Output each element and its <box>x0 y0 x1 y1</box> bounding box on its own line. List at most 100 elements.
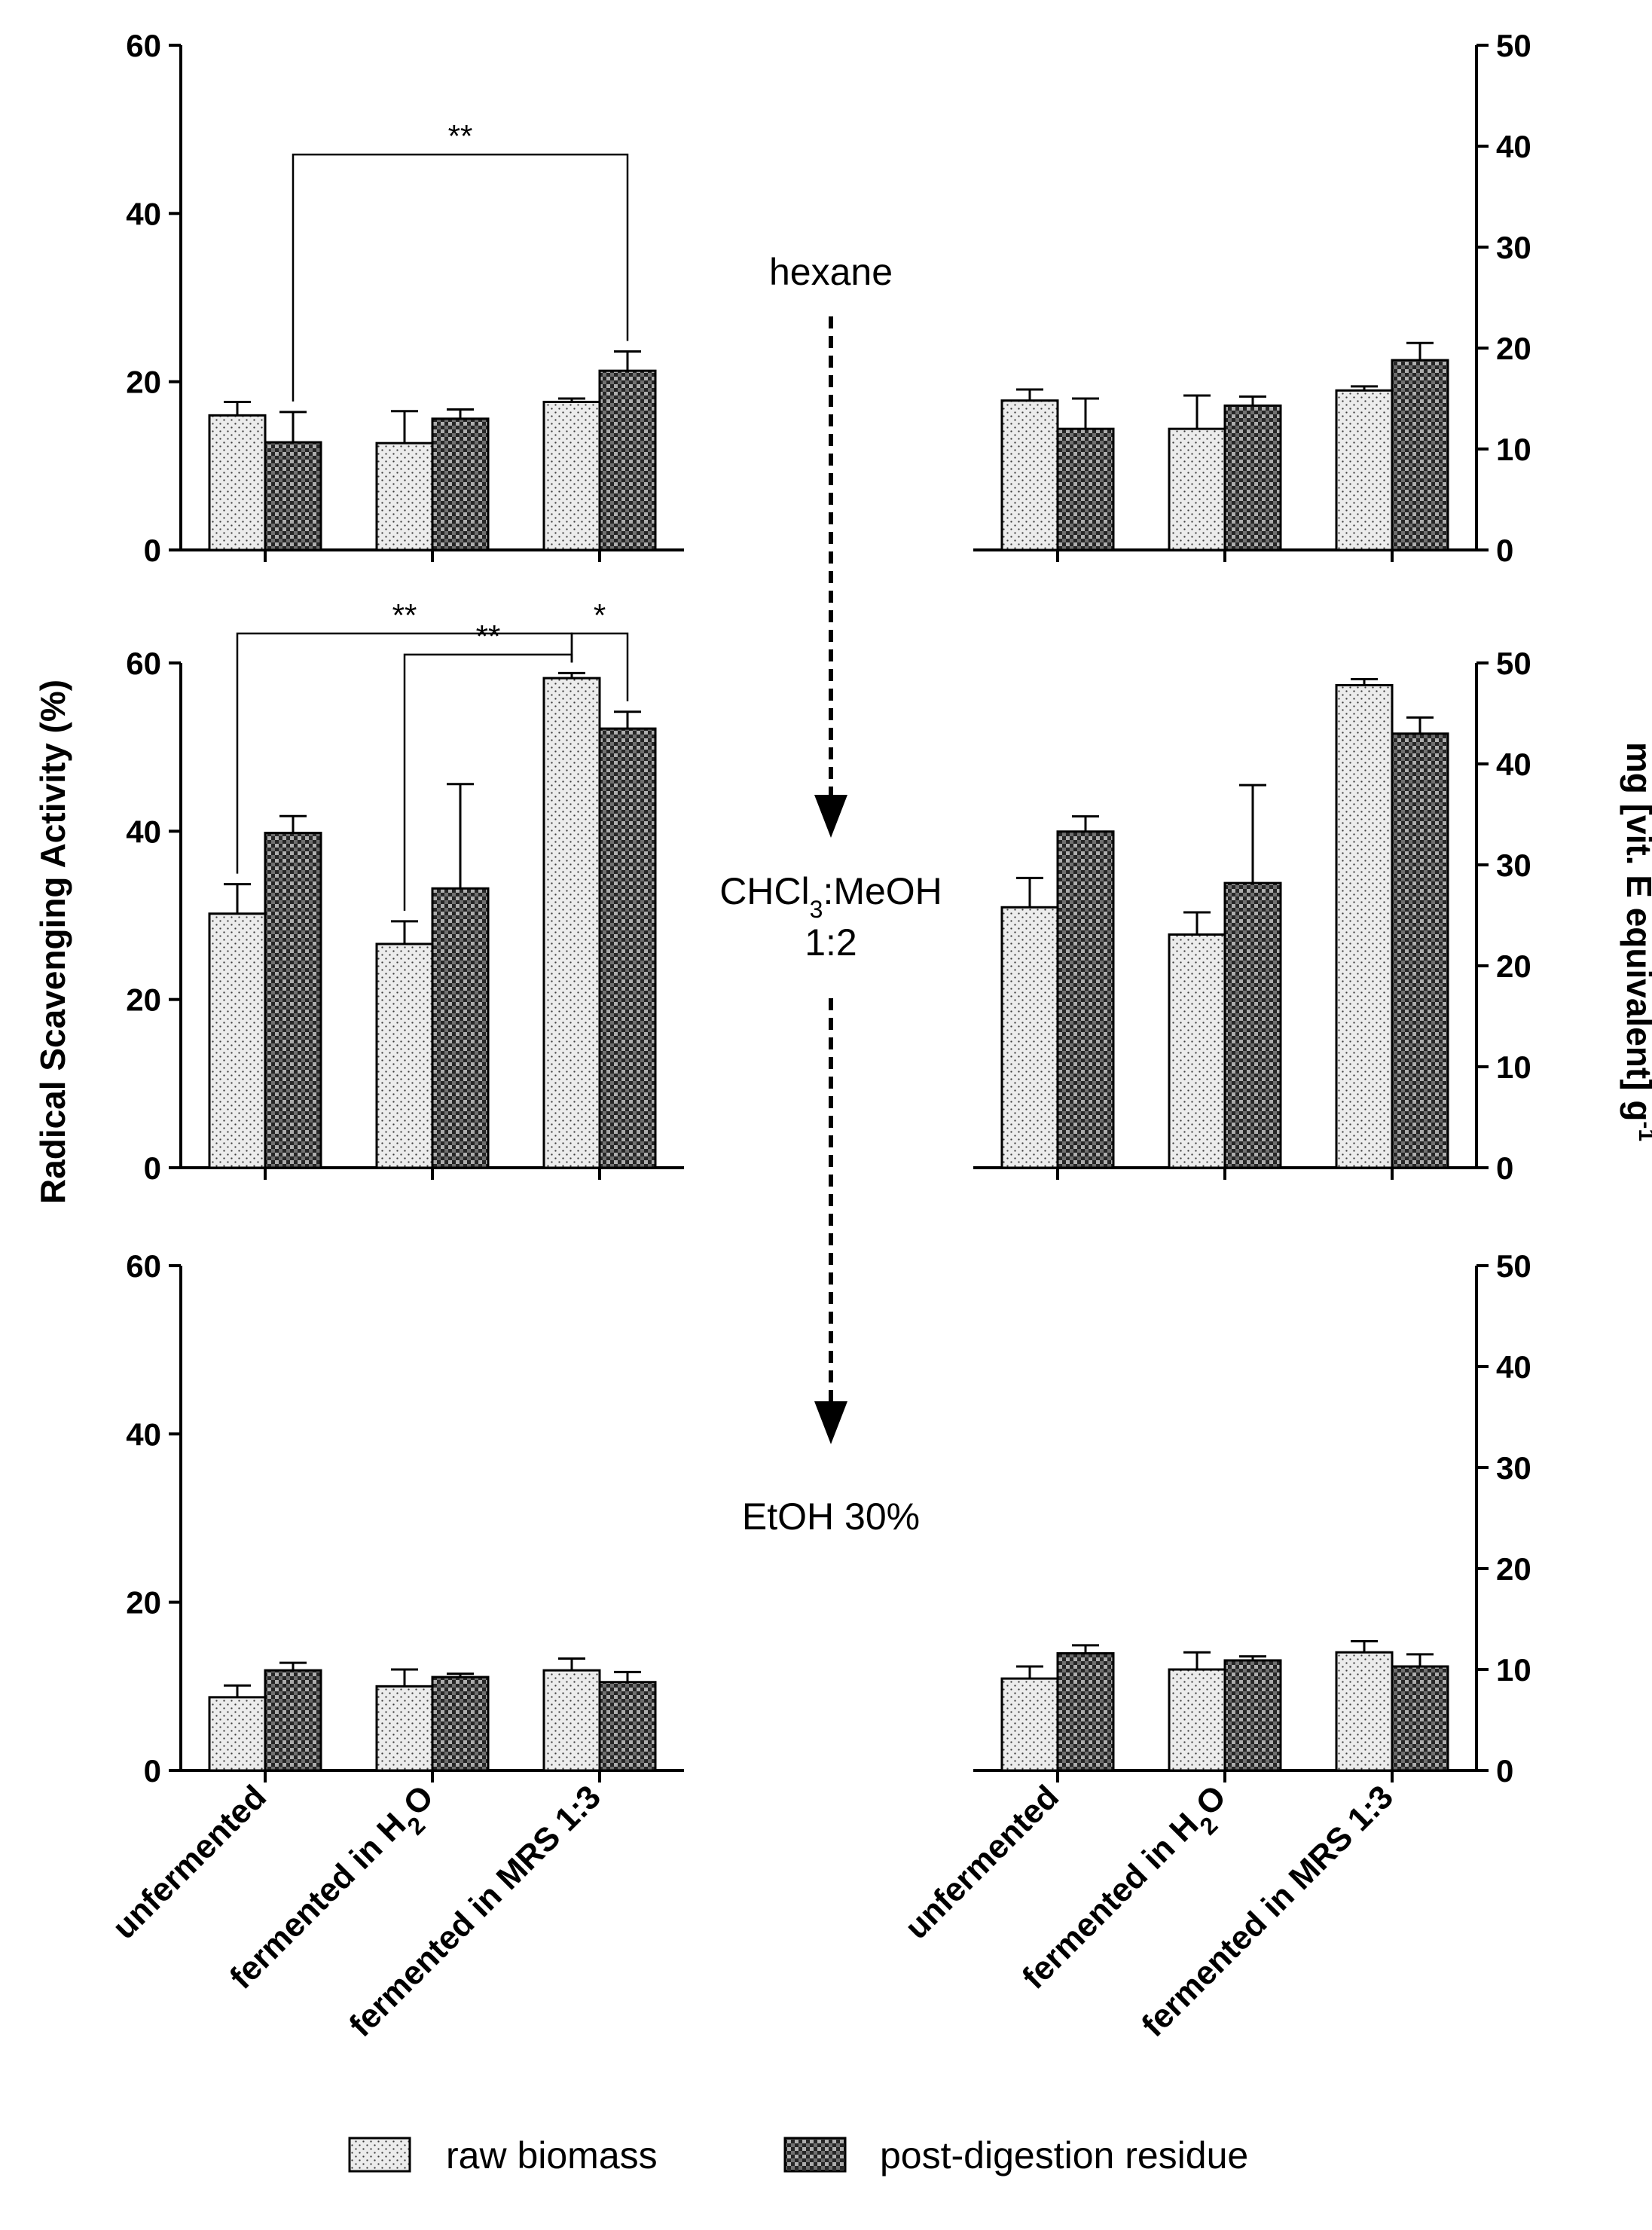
y-tick-label: 0 <box>1496 1150 1513 1186</box>
y-tick-label: 10 <box>1496 1652 1531 1688</box>
bar-raw-biomass <box>208 912 267 1169</box>
bar-post-digestion-residue <box>1391 732 1449 1169</box>
y-tick-label: 20 <box>1496 331 1531 366</box>
y-axis-right-title-superscript: -1 <box>1635 1121 1652 1141</box>
category-label-part: O <box>1189 1778 1233 1822</box>
bar-raw-biomass <box>1335 1651 1394 1772</box>
category-label-part: unfermented <box>105 1778 273 1946</box>
category-label-part: fermented in H <box>223 1806 413 1996</box>
bar-panels: 0204060**010203040500204060*****01020304… <box>126 28 1531 1789</box>
bar-post-digestion-residue <box>264 1669 322 1772</box>
y-tick-label: 60 <box>126 28 161 63</box>
significance-bracket <box>570 632 629 701</box>
panel-3-left: 0 20 40 60 <box>126 1248 684 1789</box>
significance-label: ** <box>448 118 473 154</box>
y-tick-label: 40 <box>126 814 161 849</box>
y-tick-label: 40 <box>1496 747 1531 782</box>
y-tick-label: 0 <box>1496 1753 1513 1789</box>
legend-label-raw-biomass: raw biomass <box>446 2134 658 2177</box>
solvent-label-3: EtOH 30% <box>742 1495 920 1538</box>
y-tick-label: 60 <box>126 646 161 681</box>
significance-label: ** <box>476 619 501 654</box>
y-tick-label: 0 <box>144 1150 161 1186</box>
y-tick-label: 30 <box>1496 1450 1531 1486</box>
panel-1-left: 0 20 40 60 ** <box>126 28 684 568</box>
bar-post-digestion-residue <box>598 1681 657 1772</box>
y-tick-label: 10 <box>1496 1049 1531 1085</box>
bar-raw-biomass <box>375 942 434 1169</box>
panel-2-right: 0 10 20 30 40 50 <box>973 646 1531 1186</box>
bar-raw-biomass <box>1168 933 1226 1169</box>
bar-raw-biomass <box>1168 1668 1226 1772</box>
flow-arrowhead <box>814 795 847 838</box>
y-tick-label: 30 <box>1496 230 1531 265</box>
y-tick-label: 50 <box>1496 646 1531 681</box>
solvent-label-2: 1:2 <box>805 921 857 964</box>
bar-post-digestion-residue <box>431 887 490 1169</box>
panel-1-right: 0 10 20 30 40 50 <box>973 28 1531 568</box>
y-tick-label: 10 <box>1496 432 1531 467</box>
flow-arrowhead <box>814 1401 847 1444</box>
y-tick-label: 20 <box>126 1585 161 1621</box>
bar-post-digestion-residue <box>1056 1652 1115 1772</box>
y-tick-label: 0 <box>144 1753 161 1789</box>
y-tick-label: 50 <box>1496 28 1531 63</box>
category-label-part: unfermented <box>898 1778 1066 1946</box>
category-label-part: O <box>396 1778 441 1822</box>
solvent-label-part: hexane <box>769 251 893 293</box>
bar-raw-biomass <box>1168 427 1226 551</box>
bar-post-digestion-residue <box>431 417 490 551</box>
legend-swatch-raw-biomass <box>348 2137 411 2173</box>
y-tick-label: 0 <box>1496 533 1513 568</box>
y-tick-label: 30 <box>1496 848 1531 883</box>
y-tick-label: 50 <box>1496 1248 1531 1284</box>
significance-bracket <box>292 153 629 402</box>
bar-raw-biomass <box>1000 1677 1059 1772</box>
significance-label: ** <box>392 597 417 633</box>
solvent-label-2: CHCl3:MeOH <box>719 870 942 923</box>
bar-raw-biomass <box>1000 399 1059 551</box>
y-axis-left-title: Radical Scavenging Activity (%) <box>33 680 72 1204</box>
bar-raw-biomass <box>208 1696 267 1772</box>
category-label-right: unfermented <box>898 1778 1066 1946</box>
y-tick-label: 60 <box>126 1248 161 1284</box>
y-tick-label: 20 <box>1496 949 1531 984</box>
y-tick-label: 20 <box>126 365 161 400</box>
bar-post-digestion-residue <box>1223 881 1282 1169</box>
legend: raw biomass post-digestion residue <box>348 2134 1248 2177</box>
y-tick-label: 20 <box>126 982 161 1018</box>
category-label-left: unfermented <box>105 1778 273 1946</box>
bar-post-digestion-residue <box>1391 1665 1449 1772</box>
bar-raw-biomass <box>542 1669 601 1772</box>
y-tick-label: 20 <box>1496 1551 1531 1587</box>
bar-post-digestion-residue <box>1056 427 1115 551</box>
bar-post-digestion-residue <box>431 1676 490 1772</box>
solvent-label-part: CHCl <box>719 870 809 912</box>
y-tick-label: 40 <box>1496 1349 1531 1385</box>
solvent-label-part: 1:2 <box>805 921 857 964</box>
category-label-part: fermented in H <box>1015 1806 1205 1996</box>
y-axis-right-title: mg [vit. E equivalent] g-1 <box>1620 742 1652 1141</box>
bar-raw-biomass <box>542 677 601 1169</box>
y-tick-label: 40 <box>1496 129 1531 164</box>
significance-label: * <box>594 597 606 633</box>
bar-raw-biomass <box>375 1685 434 1772</box>
bar-raw-biomass <box>1000 906 1059 1169</box>
solvent-label-part: 3 <box>810 896 823 923</box>
bar-raw-biomass <box>375 441 434 551</box>
solvent-label-part: :MeOH <box>823 870 942 912</box>
y-tick-label: 40 <box>126 1416 161 1452</box>
bar-post-digestion-residue <box>598 727 657 1169</box>
bar-post-digestion-residue <box>598 369 657 551</box>
solvent-label-1: hexane <box>769 251 893 293</box>
y-axis-right-title-main: mg [vit. E equivalent] g <box>1620 742 1652 1122</box>
y-tick-label: 0 <box>144 533 161 568</box>
bar-raw-biomass <box>208 414 267 551</box>
y-axis-left-label: Radical Scavenging Activity (%) <box>33 680 72 1204</box>
bar-raw-biomass <box>1335 389 1394 551</box>
bar-raw-biomass <box>1335 683 1394 1169</box>
